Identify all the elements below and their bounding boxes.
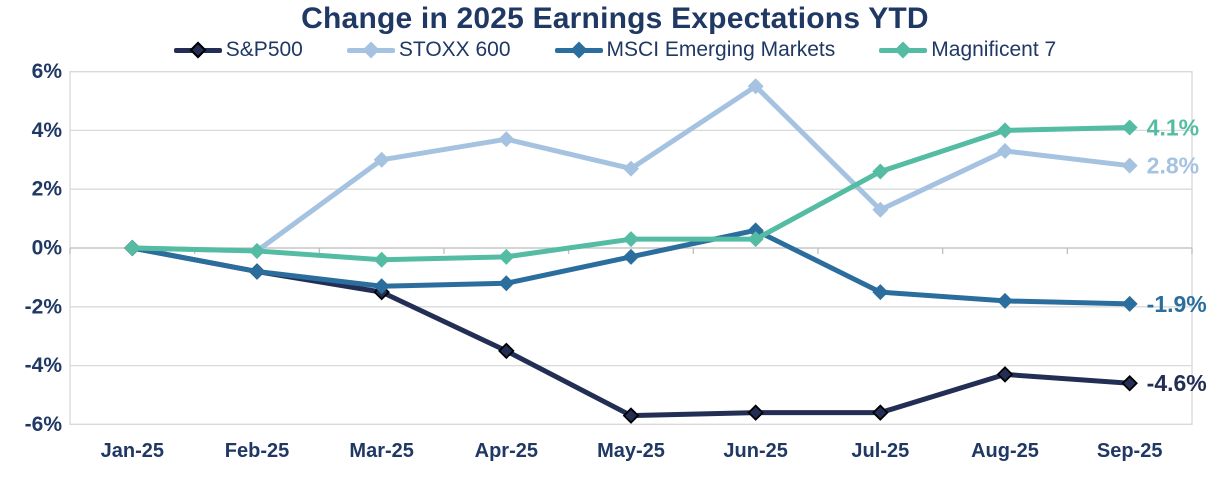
data-point-s-p500-aug-25: [996, 366, 1014, 383]
end-value-label-msci-emerging-markets: -1.9%: [1147, 291, 1207, 317]
x-axis-tick-label: Sep-25: [1097, 440, 1163, 462]
x-axis-tick-label: May-25: [597, 440, 665, 462]
data-point-magnificent-7-apr-25: [498, 248, 515, 265]
data-point-msci-emerging-markets-mar-25: [373, 278, 390, 295]
data-point-magnificent-7-may-25: [623, 231, 639, 248]
data-point-stoxx-600-jun-25: [747, 78, 764, 95]
y-axis-tick-label: 6%: [32, 60, 63, 83]
x-axis-tick-label: Mar-25: [349, 440, 413, 462]
data-point-s-p500-sep-25: [1121, 374, 1138, 392]
data-point-magnificent-7-feb-25: [249, 242, 265, 259]
data-point-s-p500-apr-25: [498, 342, 515, 360]
data-point-magnificent-7-jan-25: [124, 240, 141, 256]
data-point-msci-emerging-markets-sep-25: [1121, 295, 1138, 312]
data-point-magnificent-7-jun-25: [747, 231, 764, 248]
legend-item-msci-emerging-markets: MSCI Emerging Markets: [554, 38, 836, 62]
data-point-stoxx-600-mar-25: [373, 151, 390, 168]
data-point-s-p500-jun-25: [747, 404, 764, 421]
legend-item-magnificent-7: Magnificent 7: [879, 38, 1056, 62]
data-point-msci-emerging-markets-may-25: [623, 248, 639, 265]
stoxx-600-line-marker-icon: [346, 41, 395, 59]
y-axis-tick-label: 2%: [32, 178, 63, 201]
legend-label-magnificent-7: Magnificent 7: [931, 38, 1057, 61]
msci-emerging-markets-line-marker-icon: [554, 41, 603, 59]
x-axis-tick-label: Feb-25: [225, 440, 289, 462]
chart-title: Change in 2025 Earnings Expectations YTD: [301, 2, 929, 35]
chart-legend: S&P500 STOXX 600 MSCI Emerging Markets M…: [0, 38, 1230, 62]
y-axis-tick-label: -2%: [25, 295, 63, 318]
data-point-magnificent-7-mar-25: [373, 251, 390, 268]
legend-item-sp500: S&P500: [173, 38, 303, 62]
legend-label-sp500: S&P500: [225, 38, 303, 61]
x-axis-tick-label: Jun-25: [723, 440, 787, 462]
x-axis-tick-label: Jan-25: [101, 440, 164, 462]
data-point-magnificent-7-jul-25: [872, 163, 889, 180]
legend-label-stoxx-600: STOXX 600: [398, 38, 511, 61]
data-point-msci-emerging-markets-aug-25: [997, 292, 1013, 309]
end-value-label-stoxx-600: 2.8%: [1147, 153, 1199, 179]
sp500-line-marker-icon: [173, 41, 222, 59]
data-point-magnificent-7-aug-25: [997, 122, 1013, 139]
data-point-magnificent-7-sep-25: [1121, 119, 1138, 136]
data-point-s-p500-may-25: [622, 407, 640, 424]
data-point-s-p500-jul-25: [872, 404, 889, 421]
y-axis-tick-label: 4%: [32, 119, 63, 142]
y-axis-tick-label: -6%: [25, 413, 63, 436]
magnificent-7-line-marker-icon: [879, 41, 928, 59]
data-point-stoxx-600-apr-25: [498, 131, 515, 148]
y-axis-tick-label: -4%: [25, 354, 63, 377]
data-point-msci-emerging-markets-jul-25: [872, 284, 889, 301]
data-point-msci-emerging-markets-feb-25: [249, 263, 265, 280]
y-axis-tick-label: 0%: [32, 237, 63, 260]
legend-label-msci-emerging-markets: MSCI Emerging Markets: [606, 38, 836, 61]
data-point-stoxx-600-aug-25: [997, 142, 1013, 159]
data-point-stoxx-600-jul-25: [872, 201, 889, 218]
x-axis-tick-label: Aug-25: [971, 440, 1039, 462]
x-axis-tick-label: Apr-25: [475, 440, 538, 462]
x-axis-tick-label: Jul-25: [851, 440, 909, 462]
data-point-msci-emerging-markets-apr-25: [498, 275, 515, 292]
end-value-label-s-p500: -4.6%: [1147, 370, 1207, 396]
end-value-label-magnificent-7: 4.1%: [1147, 114, 1199, 140]
legend-item-stoxx-600: STOXX 600: [346, 38, 511, 62]
data-point-stoxx-600-may-25: [623, 160, 639, 177]
data-point-stoxx-600-sep-25: [1121, 157, 1138, 174]
